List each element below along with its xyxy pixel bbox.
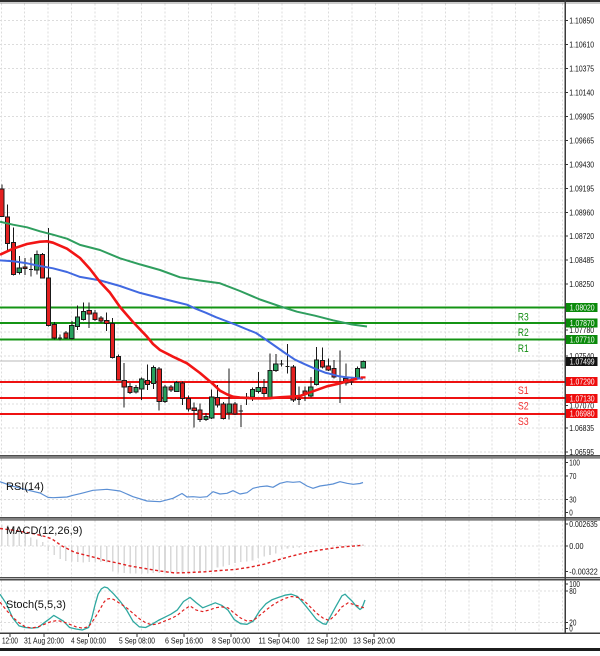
svg-text:31 Aug 20:00: 31 Aug 20:00: [24, 637, 64, 646]
svg-text:MACD(12,26,9): MACD(12,26,9): [6, 525, 82, 537]
svg-text:1.08960: 1.08960: [569, 207, 594, 217]
svg-text:S1: S1: [518, 385, 529, 397]
svg-text:Stoch(5,5,3): Stoch(5,5,3): [6, 599, 66, 611]
svg-text:70: 70: [569, 471, 576, 481]
svg-text:R1: R1: [518, 343, 529, 355]
svg-text:1.07540: 1.07540: [569, 351, 594, 361]
svg-text:100: 100: [569, 457, 580, 467]
svg-text:1.08020: 1.08020: [570, 303, 595, 313]
svg-text:1.07780: 1.07780: [569, 325, 594, 335]
svg-text:1.10140: 1.10140: [569, 88, 594, 98]
svg-text:8 Sep 00:00: 8 Sep 00:00: [212, 637, 250, 646]
svg-text:6 Sep 16:00: 6 Sep 16:00: [165, 637, 203, 646]
svg-text:12:00: 12:00: [2, 637, 18, 646]
svg-text:1.10850: 1.10850: [569, 16, 594, 26]
svg-text:1.06980: 1.06980: [570, 409, 595, 419]
svg-text:1.07710: 1.07710: [570, 334, 595, 344]
svg-text:1.08250: 1.08250: [569, 279, 594, 289]
svg-text:1.07870: 1.07870: [570, 318, 595, 328]
svg-text:0: 0: [569, 507, 573, 517]
svg-text:1.07290: 1.07290: [570, 377, 595, 387]
svg-text:1.09905: 1.09905: [569, 112, 594, 122]
svg-text:1.09195: 1.09195: [569, 183, 594, 193]
svg-text:80: 80: [569, 586, 576, 596]
svg-text:20: 20: [569, 617, 576, 627]
svg-text:0.00: 0.00: [569, 541, 583, 551]
svg-text:0.002635: 0.002635: [569, 519, 598, 529]
svg-text:13 Sep 20:00: 13 Sep 20:00: [353, 637, 395, 646]
svg-text:0: 0: [569, 624, 573, 634]
svg-text:100: 100: [569, 579, 580, 589]
svg-text:1.06595: 1.06595: [569, 447, 594, 457]
svg-text:-0.00322: -0.00322: [569, 567, 598, 577]
svg-text:1.09430: 1.09430: [569, 159, 594, 169]
svg-text:30: 30: [569, 495, 576, 505]
svg-text:12 Sep 12:00: 12 Sep 12:00: [307, 637, 347, 646]
svg-text:1.08485: 1.08485: [569, 255, 594, 265]
svg-text:1.06835: 1.06835: [569, 423, 594, 433]
svg-text:11 Sep 04:00: 11 Sep 04:00: [259, 637, 300, 646]
svg-text:1.07070: 1.07070: [569, 401, 594, 411]
svg-text:RSI(14): RSI(14): [6, 481, 44, 493]
svg-text:4 Sep 00:00: 4 Sep 00:00: [71, 637, 106, 646]
svg-text:1.07499: 1.07499: [570, 357, 595, 367]
svg-text:S3: S3: [518, 416, 529, 428]
svg-text:R3: R3: [518, 311, 529, 323]
svg-text:1.10610: 1.10610: [569, 40, 594, 50]
svg-text:1.07130: 1.07130: [570, 394, 595, 404]
svg-text:1.08720: 1.08720: [569, 231, 594, 241]
svg-text:R2: R2: [518, 327, 529, 339]
svg-text:1.09665: 1.09665: [569, 135, 594, 145]
svg-text:5 Sep 08:00: 5 Sep 08:00: [119, 637, 155, 646]
svg-text:S2: S2: [518, 401, 529, 413]
svg-text:1.10375: 1.10375: [569, 64, 594, 74]
